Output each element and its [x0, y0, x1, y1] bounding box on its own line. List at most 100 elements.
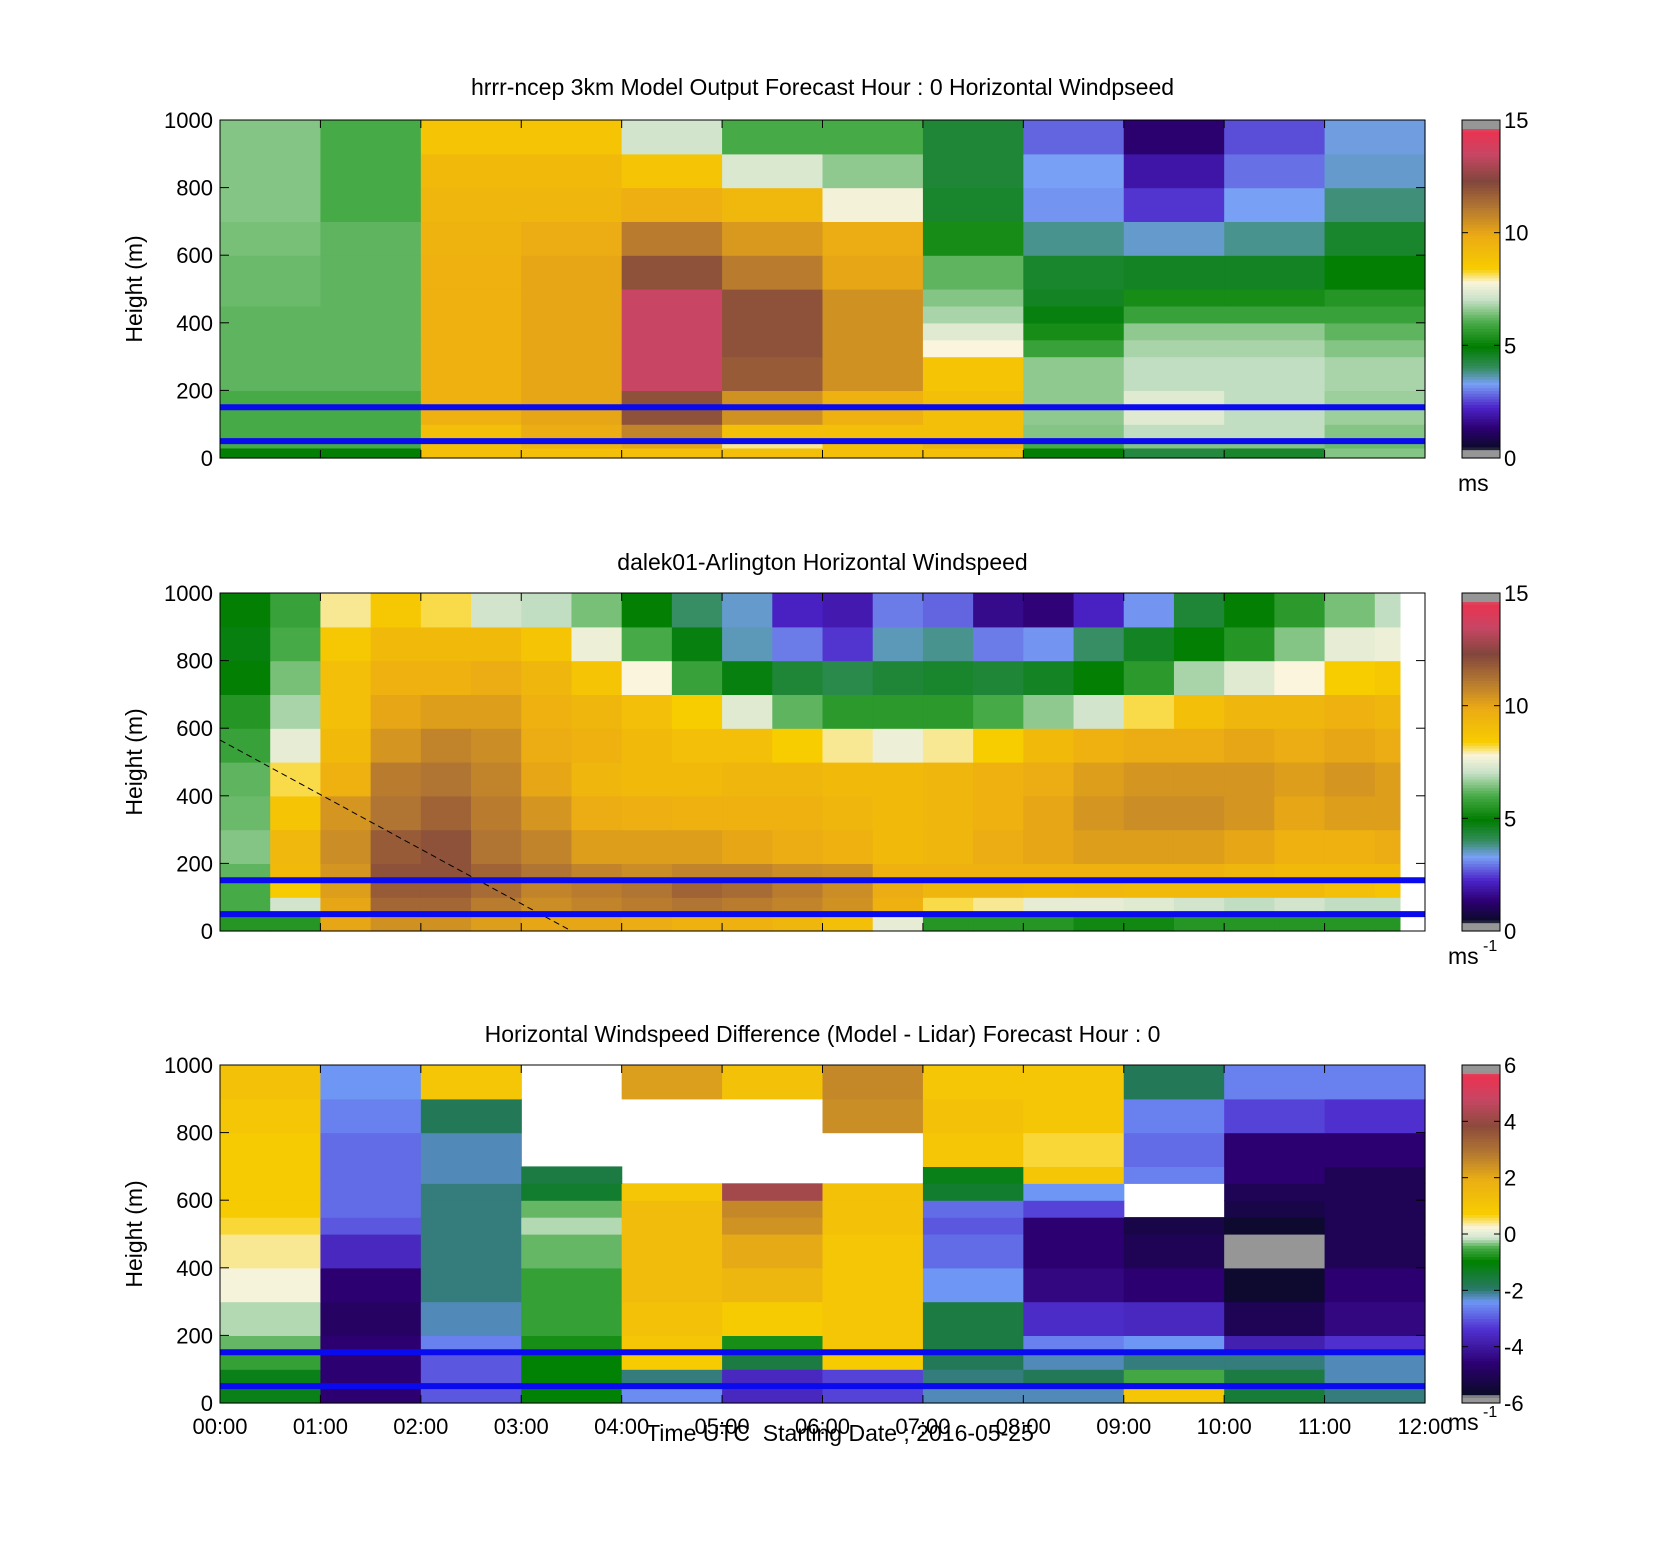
colorbar-segment	[1462, 1124, 1500, 1128]
heatmap-cell	[1324, 447, 1426, 459]
heatmap-cell	[772, 897, 824, 915]
colorbar-segment	[1462, 1166, 1500, 1170]
heatmap-cell	[922, 221, 1024, 256]
colorbar-segment	[1462, 1090, 1500, 1094]
heatmap-cells	[220, 1065, 1426, 1404]
colorbar-segment	[1462, 891, 1500, 895]
heatmap-cell	[722, 897, 773, 915]
heatmap-cell	[471, 626, 522, 662]
colorbar-segment	[1462, 683, 1500, 687]
y-tick-label: 200	[176, 378, 213, 403]
heatmap-cell	[1073, 728, 1125, 763]
heatmap-cell	[270, 880, 322, 898]
colorbar-segment	[1462, 908, 1500, 912]
heatmap-cell	[420, 187, 522, 222]
colorbar-segment	[1462, 1380, 1500, 1384]
colorbar-segment	[1462, 325, 1500, 330]
heatmap-cell	[270, 660, 322, 695]
heatmap-cell	[1224, 1335, 1326, 1353]
heatmap-cell	[722, 694, 773, 729]
heatmap-cell	[1123, 728, 1175, 763]
heatmap-cell	[320, 1132, 422, 1167]
colorbar-segment	[1462, 857, 1500, 862]
heatmap-cell	[1374, 880, 1401, 898]
heatmap-cell	[521, 762, 573, 797]
colorbar-segment	[1462, 238, 1500, 242]
y-tick-label: 600	[176, 716, 213, 741]
heatmap-cell	[1374, 593, 1401, 628]
heatmap-cell	[1123, 829, 1175, 864]
colorbar-segment	[1462, 739, 1500, 743]
colorbar-segment	[1462, 638, 1500, 642]
colorbar-segment	[1462, 1112, 1500, 1117]
heatmap-cell	[1023, 120, 1125, 155]
colorbar-segment	[1462, 866, 1500, 870]
colorbar-segment	[1462, 179, 1500, 183]
colorbar-segment	[1462, 781, 1500, 786]
colorbar-segment	[1462, 398, 1500, 403]
heatmap-cell	[220, 289, 322, 307]
colorbar-segment	[1462, 1242, 1500, 1246]
colorbar-segment	[1462, 852, 1500, 856]
colorbar-segment	[1462, 669, 1500, 673]
heatmap-cell	[571, 593, 623, 628]
panel-2: dalek01-Arlington Horizontal Windspeed 0 2…	[121, 549, 1528, 969]
colorbar-segment	[1462, 773, 1500, 777]
colorbar-segment	[1462, 1324, 1500, 1328]
colorbar-segment	[1462, 1155, 1500, 1159]
colorbar-segment	[1462, 297, 1500, 301]
colorbar-segment	[1462, 269, 1500, 273]
panel-1: hrrr-ncep 3km Model Output Forecast Hour…	[121, 74, 1528, 496]
heatmap-cell	[220, 305, 322, 324]
heatmap-cell	[521, 1166, 623, 1184]
colorbar-segment	[1462, 252, 1500, 256]
colorbar-segment	[1462, 1160, 1500, 1165]
colorbar-segment	[1462, 623, 1500, 628]
heatmap-cell	[822, 863, 874, 881]
heatmap-cell	[571, 694, 623, 729]
colorbar-segment	[1462, 747, 1500, 752]
heatmap-cell	[571, 829, 623, 864]
heatmap-cell	[270, 863, 322, 881]
heatmap-cell	[1324, 1234, 1426, 1269]
colorbar-segment	[1462, 243, 1500, 248]
colorbar-segment	[1462, 162, 1500, 166]
heatmap-cell	[1324, 1352, 1426, 1370]
heatmap-cell	[722, 1352, 824, 1370]
colorbar-tick-label: 5	[1504, 806, 1516, 831]
heatmap-cell	[370, 593, 422, 628]
colorbar-segment	[1462, 1231, 1500, 1235]
heatmap-cell	[1274, 762, 1326, 797]
heatmap-cell	[1374, 897, 1401, 915]
colorbar-segment	[1462, 1174, 1500, 1179]
colorbar-segment	[1462, 621, 1500, 625]
colorbar-segment	[1462, 156, 1500, 161]
colorbar-tick-label: 10	[1504, 694, 1528, 719]
colorbar-segment	[1462, 266, 1500, 270]
colorbar-segment	[1462, 153, 1500, 158]
colorbar-segment	[1462, 198, 1500, 203]
heatmap-cell	[220, 762, 271, 797]
colorbar-segment	[1462, 429, 1500, 434]
colorbar-segment	[1462, 1326, 1500, 1331]
colorbar-segment	[1462, 415, 1500, 420]
colorbar-segment	[1462, 601, 1500, 605]
heatmap-cell	[922, 863, 974, 881]
heatmap-cell	[722, 795, 773, 831]
heatmap-cell	[1224, 120, 1326, 155]
heatmap-cell	[220, 914, 271, 932]
colorbar-segment	[1462, 308, 1500, 313]
colorbar-segment	[1462, 387, 1500, 391]
heatmap-cell	[420, 1200, 522, 1218]
chart-title: dalek01-Arlington Horizontal Windspeed	[617, 549, 1027, 575]
colorbar-tick-label: 10	[1504, 221, 1528, 246]
heatmap-cell	[370, 795, 422, 831]
heatmap-cell	[521, 424, 623, 441]
colorbar-segment	[1462, 1172, 1500, 1176]
heatmap-cell	[671, 626, 723, 662]
heatmap-cell	[420, 221, 522, 256]
heatmap-cell	[420, 1217, 522, 1235]
heatmap-cell	[420, 1234, 522, 1269]
colorbar-segment	[1462, 728, 1500, 732]
heatmap-cell	[1173, 863, 1225, 881]
